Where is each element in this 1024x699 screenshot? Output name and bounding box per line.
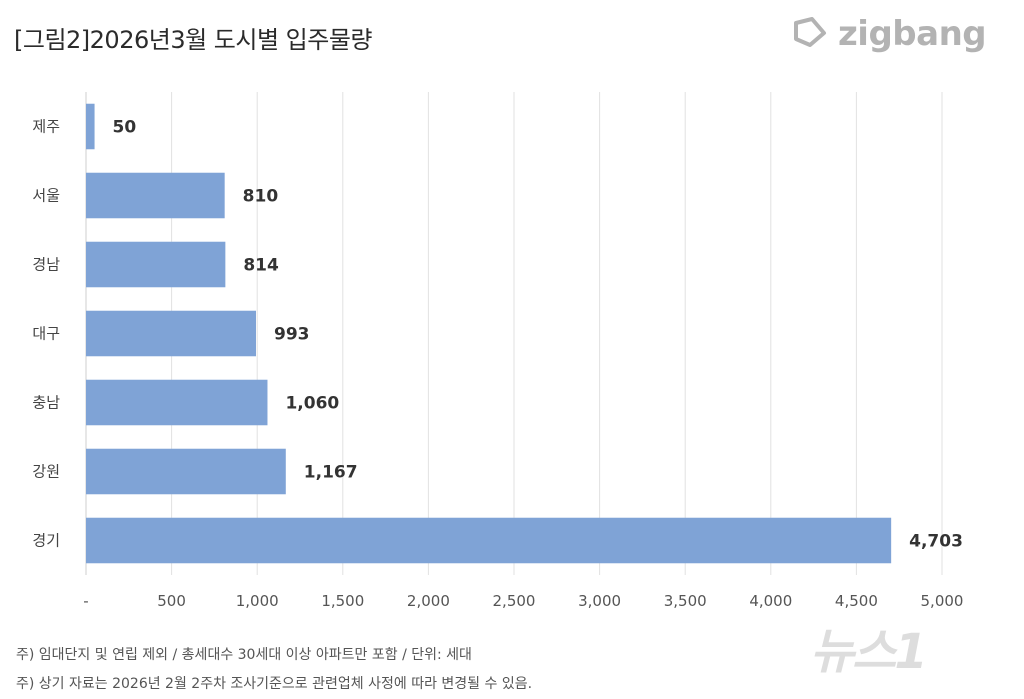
footnote-2: 주) 상기 자료는 2026년 2월 2주차 조사기준으로 관련업체 사정에 따… (16, 676, 533, 692)
bar-6 (86, 517, 892, 564)
x-tick-label: 5,000 (921, 592, 964, 610)
category-label: 충남 (32, 394, 60, 412)
zigbang-logo: zigbang (790, 12, 987, 56)
x-tick-label: - (83, 592, 88, 610)
category-label: 경남 (32, 256, 60, 274)
x-tick-label: 1,500 (321, 592, 364, 610)
bar-3 (86, 310, 257, 357)
x-tick-label: 2,000 (407, 592, 450, 610)
x-tick-label: 3,500 (664, 592, 707, 610)
data-label: 993 (274, 325, 310, 345)
data-label: 1,060 (285, 394, 339, 414)
x-tick-label: 4,000 (749, 592, 792, 610)
data-label: 1,167 (304, 463, 358, 483)
data-label: 50 (113, 118, 137, 138)
bar-0 (86, 103, 95, 150)
news1-watermark: 뉴스1 (810, 624, 928, 680)
data-label: 814 (243, 256, 279, 276)
x-axis-ticks: - 500 1,000 1,500 2,000 2,500 3,000 3,500 4,000 4… (83, 592, 963, 610)
bar-2 (86, 241, 226, 288)
data-label: 810 (243, 187, 279, 207)
data-label: 4,703 (909, 532, 963, 552)
bar-4 (86, 379, 268, 426)
chart-title: [그림2]2026년3월 도시별 입주물량 (14, 26, 372, 54)
grid-lines (85, 92, 943, 575)
x-tick-label: 500 (157, 592, 186, 610)
value-labels: 50 810 814 993 1,060 1,167 4,703 (113, 118, 963, 552)
x-tick-label: 3,000 (578, 592, 621, 610)
bar-5 (86, 448, 286, 495)
category-label: 대구 (32, 325, 60, 343)
category-label: 경기 (32, 532, 60, 550)
bars (86, 103, 892, 564)
category-label: 제주 (32, 118, 60, 136)
bar-1 (86, 172, 225, 219)
footnote-1: 주) 임대단지 및 연립 제외 / 총세대수 30세대 이상 아파트만 포함 /… (16, 647, 472, 663)
logo-text: zigbang (838, 14, 987, 54)
x-tick-label: 4,500 (835, 592, 878, 610)
x-tick-label: 1,000 (236, 592, 279, 610)
x-tick-label: 2,500 (493, 592, 536, 610)
category-label: 강원 (32, 463, 60, 481)
category-label: 서울 (32, 187, 60, 205)
zigbang-logo-icon (790, 15, 830, 53)
